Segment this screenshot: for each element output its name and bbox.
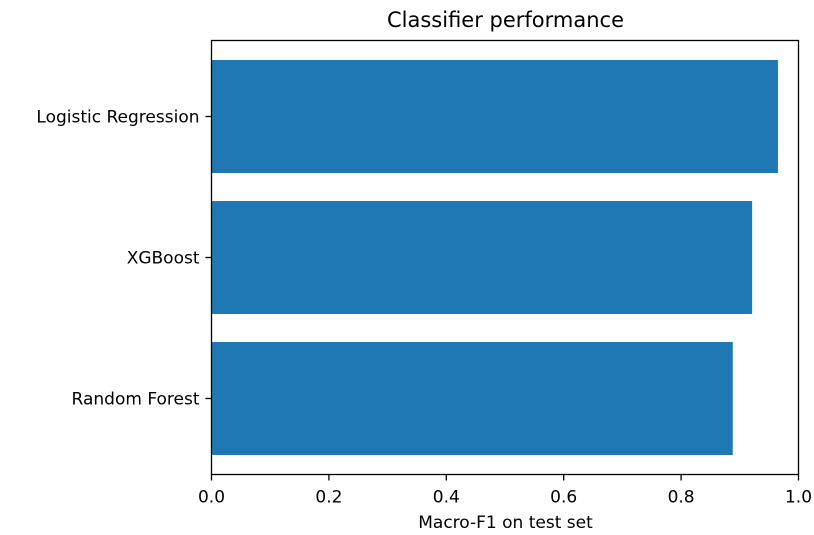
x-tick-label-4: 0.8 xyxy=(668,488,695,508)
bar-xgboost xyxy=(211,201,753,314)
x-tick-label-1: 0.2 xyxy=(315,488,342,508)
bar-random-forest xyxy=(211,342,733,455)
bar-logistic-regression xyxy=(211,60,778,173)
y-tick-label-logistic-regression: Logistic Regression xyxy=(36,108,199,128)
x-tick-label-3: 0.6 xyxy=(550,488,577,508)
x-tick-label-2: 0.4 xyxy=(433,488,460,508)
chart-title: Classifier performance xyxy=(387,8,624,32)
bars xyxy=(211,60,778,455)
y-tick-label-random-forest: Random Forest xyxy=(72,390,200,410)
x-axis-label: Macro-F1 on test set xyxy=(418,513,593,533)
y-tick-label-xgboost: XGBoost xyxy=(127,249,200,269)
x-tick-label-5: 1.0 xyxy=(785,488,812,508)
x-tick-label-0: 0.0 xyxy=(198,488,225,508)
y-axis: Logistic Regression XGBoost Random Forest xyxy=(36,108,212,410)
x-axis: 0.0 0.2 0.4 0.6 0.8 1.0 xyxy=(198,474,812,508)
